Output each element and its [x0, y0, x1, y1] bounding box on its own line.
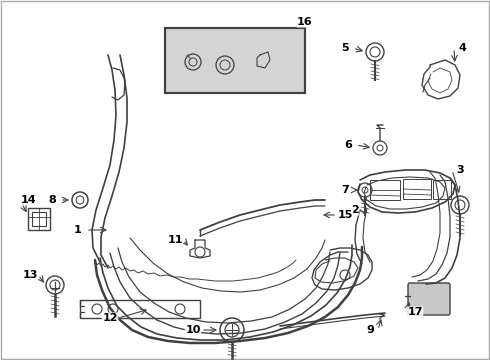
- FancyBboxPatch shape: [408, 283, 450, 315]
- Text: 10: 10: [185, 325, 201, 335]
- Text: 2: 2: [351, 205, 359, 215]
- Text: 7: 7: [341, 185, 349, 195]
- Text: 4: 4: [458, 43, 466, 53]
- Text: 5: 5: [341, 43, 349, 53]
- Text: 12: 12: [102, 313, 118, 323]
- Bar: [433, 180, 451, 199]
- Text: 15: 15: [337, 210, 353, 220]
- Bar: [165, 28, 305, 93]
- Text: 6: 6: [344, 140, 352, 150]
- Text: 3: 3: [456, 165, 464, 175]
- Bar: [370, 180, 400, 200]
- Text: 1: 1: [74, 225, 82, 235]
- Bar: [403, 179, 431, 199]
- Text: 11: 11: [167, 235, 183, 245]
- Bar: [165, 28, 305, 93]
- Text: 17: 17: [407, 307, 423, 317]
- Text: 9: 9: [366, 325, 374, 335]
- Bar: [80, 300, 200, 318]
- Text: 13: 13: [23, 270, 38, 280]
- Bar: [32, 212, 46, 226]
- Text: 16: 16: [297, 17, 313, 27]
- Bar: [28, 208, 50, 230]
- Text: 8: 8: [48, 195, 56, 205]
- Text: 14: 14: [20, 195, 36, 205]
